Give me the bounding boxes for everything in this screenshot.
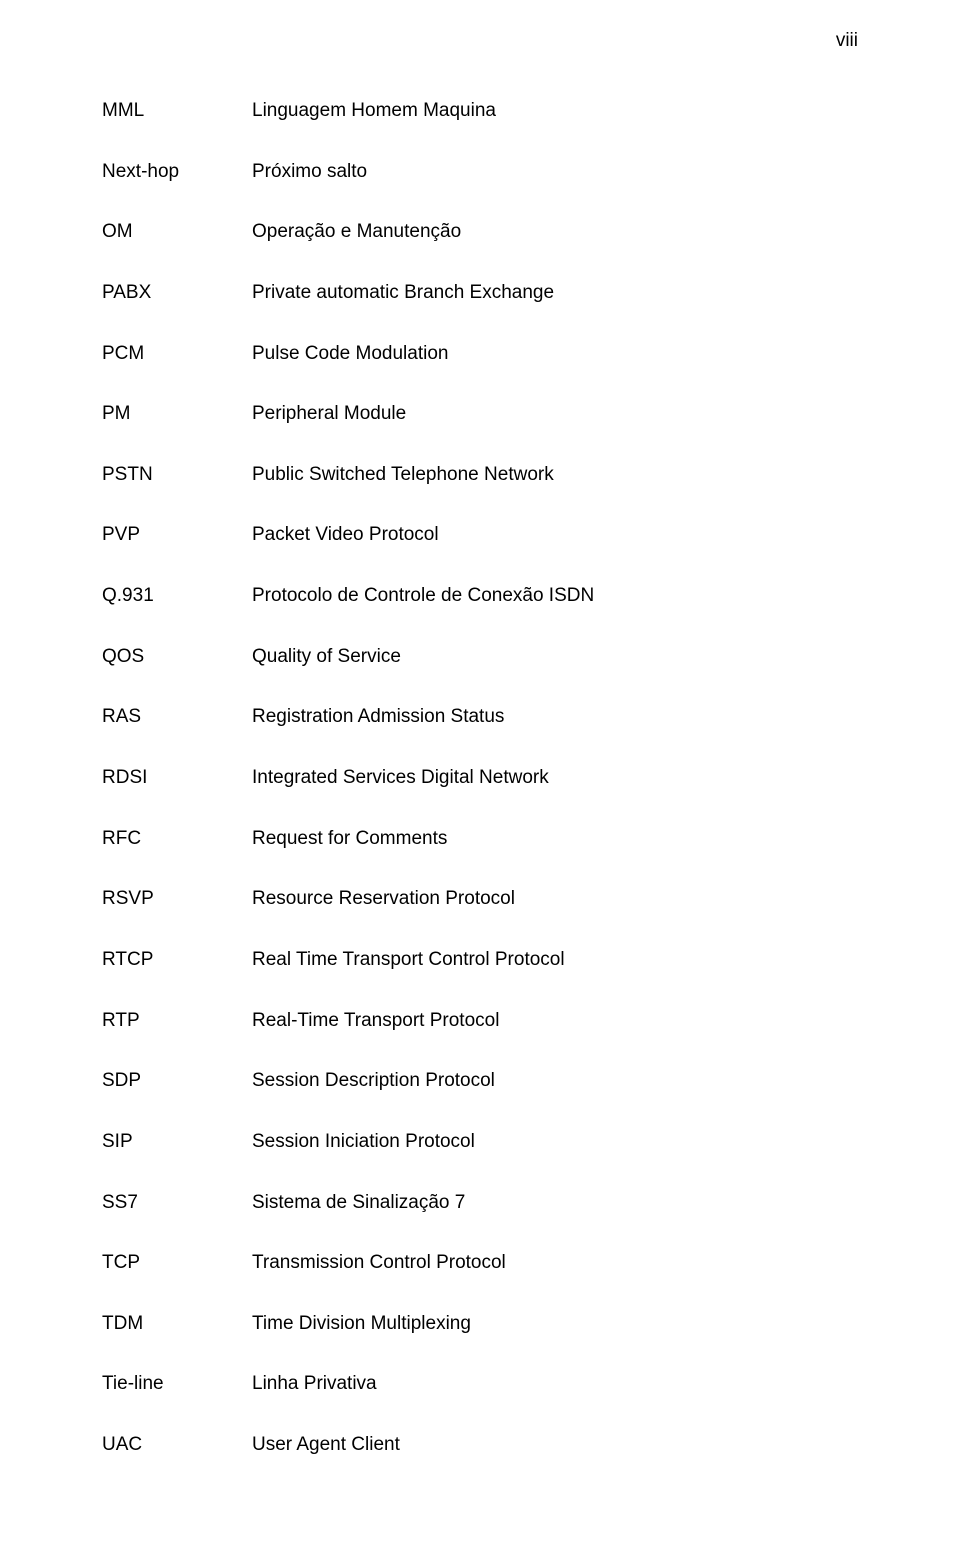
glossary-term: SDP xyxy=(102,1068,252,1094)
page-number: viii xyxy=(836,30,858,52)
glossary-row: Tie-lineLinha Privativa xyxy=(102,1371,858,1397)
glossary-term: RDSI xyxy=(102,765,252,791)
glossary-definition: Session Iniciation Protocol xyxy=(252,1129,858,1155)
glossary-term: PSTN xyxy=(102,462,252,488)
glossary-row: PMPeripheral Module xyxy=(102,401,858,427)
glossary-definition: Protocolo de Controle de Conexão ISDN xyxy=(252,583,858,609)
glossary-row: TDMTime Division Multiplexing xyxy=(102,1311,858,1337)
glossary-term: QOS xyxy=(102,644,252,670)
glossary-term: SS7 xyxy=(102,1190,252,1216)
glossary-term: SIP xyxy=(102,1129,252,1155)
glossary-term: PVP xyxy=(102,522,252,548)
glossary-row: RSVPResource Reservation Protocol xyxy=(102,886,858,912)
glossary-definition: Packet Video Protocol xyxy=(252,522,858,548)
glossary-row: Q.931Protocolo de Controle de Conexão IS… xyxy=(102,583,858,609)
glossary-row: PABXPrivate automatic Branch Exchange xyxy=(102,280,858,306)
glossary-term: PCM xyxy=(102,341,252,367)
glossary-definition: Registration Admission Status xyxy=(252,704,858,730)
glossary-term: PABX xyxy=(102,280,252,306)
glossary-row: SS7Sistema de Sinalização 7 xyxy=(102,1190,858,1216)
glossary-term: PM xyxy=(102,401,252,427)
glossary-row: PSTNPublic Switched Telephone Network xyxy=(102,462,858,488)
glossary-row: RTPReal-Time Transport Protocol xyxy=(102,1008,858,1034)
glossary-term: RFC xyxy=(102,826,252,852)
glossary-term: RTCP xyxy=(102,947,252,973)
glossary-term: MML xyxy=(102,98,252,124)
glossary-definition: Real Time Transport Control Protocol xyxy=(252,947,858,973)
glossary-row: UACUser Agent Client xyxy=(102,1432,858,1458)
glossary-definition: Pulse Code Modulation xyxy=(252,341,858,367)
glossary-row: MMLLinguagem Homem Maquina xyxy=(102,98,858,124)
glossary-definition: Quality of Service xyxy=(252,644,858,670)
glossary-term: RAS xyxy=(102,704,252,730)
glossary-term: Next-hop xyxy=(102,159,252,185)
glossary-row: RFCRequest for Comments xyxy=(102,826,858,852)
glossary-row: Next-hopPróximo salto xyxy=(102,159,858,185)
glossary-term: Q.931 xyxy=(102,583,252,609)
glossary-definition: Integrated Services Digital Network xyxy=(252,765,858,791)
glossary-definition: Real-Time Transport Protocol xyxy=(252,1008,858,1034)
glossary-definition: Sistema de Sinalização 7 xyxy=(252,1190,858,1216)
glossary-row: SDPSession Description Protocol xyxy=(102,1068,858,1094)
glossary-definition: Peripheral Module xyxy=(252,401,858,427)
glossary-definition: Time Division Multiplexing xyxy=(252,1311,858,1337)
glossary-list: MMLLinguagem Homem Maquina Next-hopPróxim… xyxy=(102,98,858,1458)
glossary-term: TCP xyxy=(102,1250,252,1276)
glossary-definition: Request for Comments xyxy=(252,826,858,852)
glossary-term: UAC xyxy=(102,1432,252,1458)
glossary-definition: Session Description Protocol xyxy=(252,1068,858,1094)
glossary-term: OM xyxy=(102,219,252,245)
glossary-row: RTCPReal Time Transport Control Protocol xyxy=(102,947,858,973)
glossary-definition: Resource Reservation Protocol xyxy=(252,886,858,912)
glossary-row: RASRegistration Admission Status xyxy=(102,704,858,730)
glossary-row: QOSQuality of Service xyxy=(102,644,858,670)
glossary-definition: Próximo salto xyxy=(252,159,858,185)
glossary-row: OMOperação e Manutenção xyxy=(102,219,858,245)
glossary-definition: Operação e Manutenção xyxy=(252,219,858,245)
glossary-row: PVPPacket Video Protocol xyxy=(102,522,858,548)
glossary-definition: User Agent Client xyxy=(252,1432,858,1458)
glossary-row: TCPTransmission Control Protocol xyxy=(102,1250,858,1276)
glossary-term: Tie-line xyxy=(102,1371,252,1397)
document-page: viii MMLLinguagem Homem MaquinaNext-hopP… xyxy=(0,0,960,1561)
glossary-definition: Transmission Control Protocol xyxy=(252,1250,858,1276)
glossary-row: PCMPulse Code Modulation xyxy=(102,341,858,367)
glossary-term: TDM xyxy=(102,1311,252,1337)
glossary-definition: Linguagem Homem Maquina xyxy=(252,98,858,124)
glossary-row: SIPSession Iniciation Protocol xyxy=(102,1129,858,1155)
glossary-term: RTP xyxy=(102,1008,252,1034)
glossary-term: RSVP xyxy=(102,886,252,912)
glossary-definition: Public Switched Telephone Network xyxy=(252,462,858,488)
glossary-row: RDSIIntegrated Services Digital Network xyxy=(102,765,858,791)
glossary-definition: Linha Privativa xyxy=(252,1371,858,1397)
glossary-definition: Private automatic Branch Exchange xyxy=(252,280,858,306)
